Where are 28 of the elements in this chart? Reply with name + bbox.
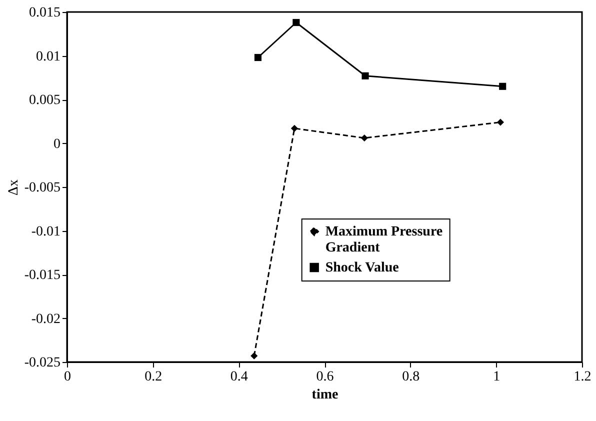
x-tick-label: 0.8 — [402, 370, 420, 384]
y-tick-label: 0.005 — [29, 93, 60, 108]
y-tick-label: -0.02 — [31, 312, 60, 327]
x-tick-label: 0.2 — [144, 370, 162, 384]
x-tick-label: 0.4 — [230, 370, 248, 384]
y-tick-label: -0.015 — [24, 268, 60, 283]
y-tick-label: -0.005 — [24, 180, 60, 196]
y-tick-label: 0 — [54, 136, 60, 152]
y-tick-label: -0.01 — [31, 224, 60, 240]
legend-label: Shock Value — [325, 260, 399, 276]
y-tick-label: -0.025 — [24, 356, 60, 370]
point — [496, 118, 504, 126]
x-tick-label: 1.2 — [574, 370, 592, 384]
point — [290, 124, 298, 132]
x-tick-label: 1 — [493, 370, 500, 384]
point — [254, 54, 262, 62]
point — [499, 82, 506, 90]
y-tick-label: 0.01 — [36, 49, 60, 64]
point — [360, 134, 368, 142]
legend-label: Maximum Pressure Gradient — [325, 224, 443, 256]
y-axis-title: Δx — [6, 179, 22, 196]
point — [292, 18, 300, 26]
point — [362, 72, 369, 80]
point — [250, 352, 258, 360]
x-tick-label: 0 — [64, 370, 71, 384]
x-tick-label: 0.6 — [316, 370, 334, 384]
x-axis-title: time — [312, 388, 338, 402]
y-tick-label: 0.015 — [29, 6, 60, 20]
